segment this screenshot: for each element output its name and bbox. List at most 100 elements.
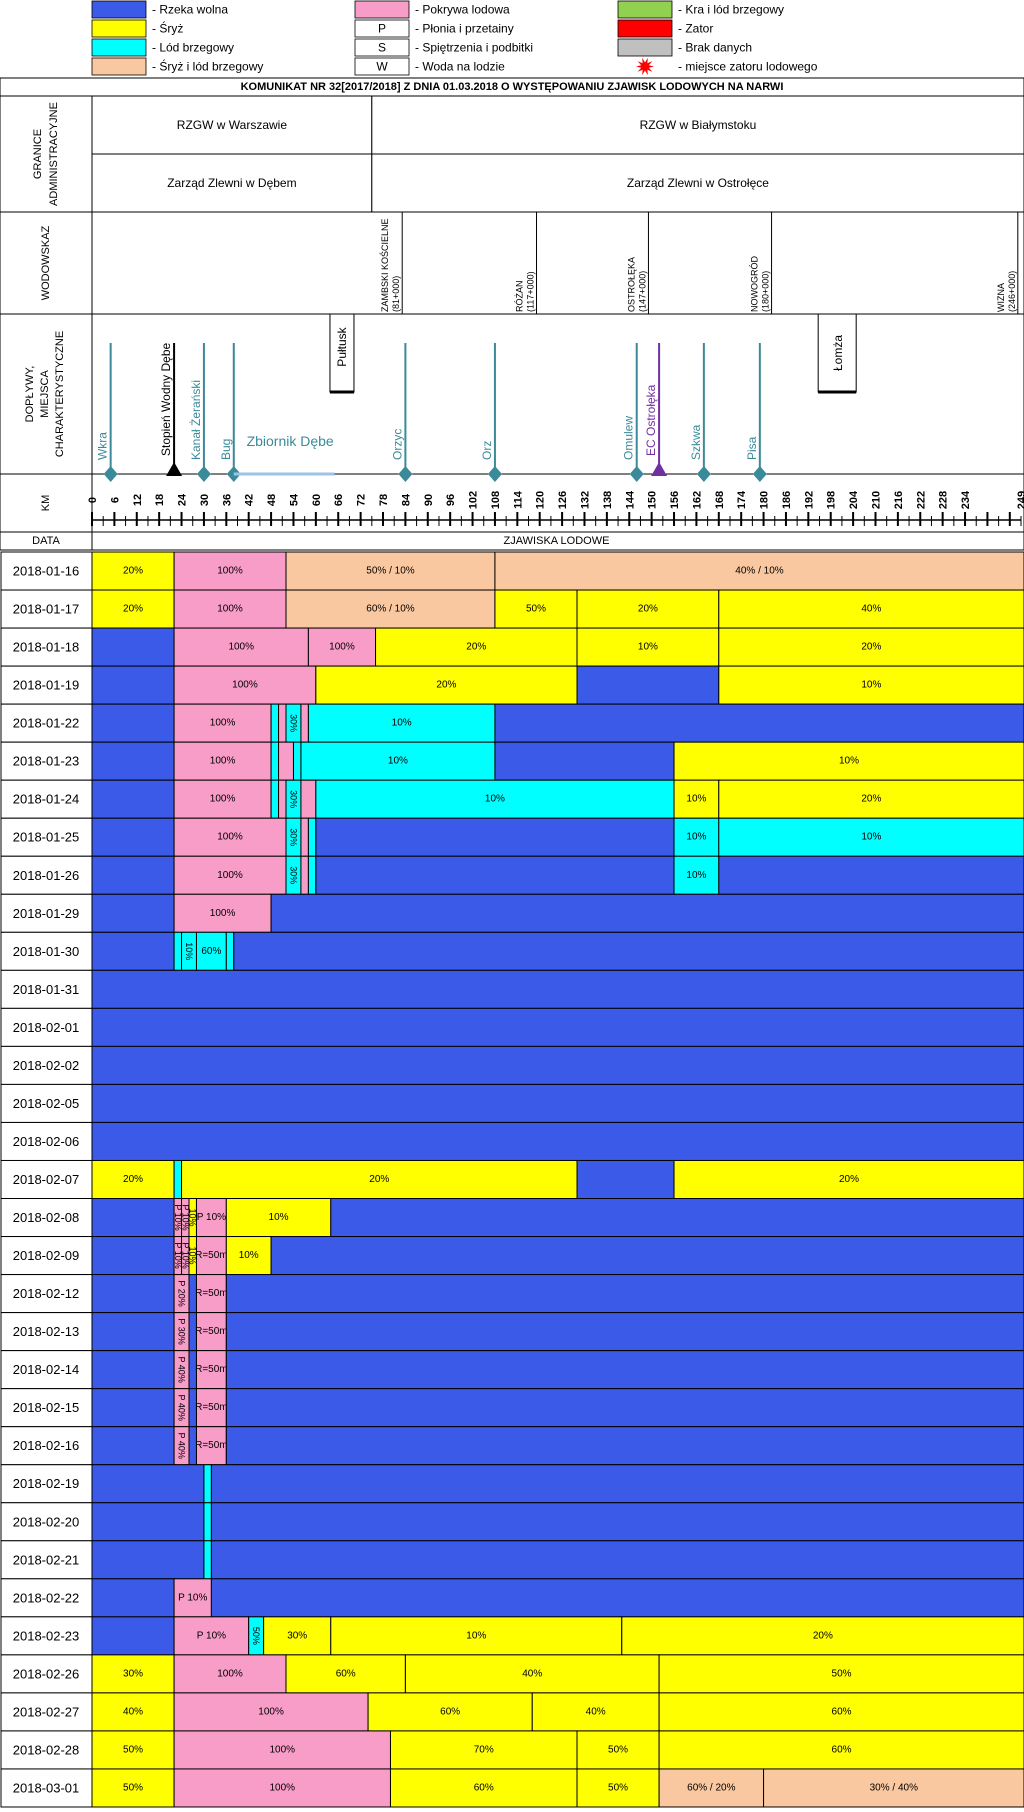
segment-label: R=50m xyxy=(195,1288,228,1299)
segment-label: 20% xyxy=(861,642,881,653)
segment-sryz_lod xyxy=(285,589,496,629)
segment-label: 60% xyxy=(832,1706,852,1717)
place-box xyxy=(817,313,857,393)
segment-label: 40% xyxy=(522,1668,542,1679)
segment-lod xyxy=(315,779,675,819)
segment-label: P 10% xyxy=(180,1204,190,1230)
segment-label: 30% / 40% xyxy=(870,1782,918,1793)
segment-sryz xyxy=(225,1236,272,1276)
km-tick-label: 18 xyxy=(154,494,166,506)
legend-code: S xyxy=(378,41,386,55)
row-date: 2018-02-06 xyxy=(13,1134,80,1149)
tributary-diamond-icon xyxy=(487,466,502,482)
km-tick-label: 180 xyxy=(759,491,771,509)
legend-swatch xyxy=(617,19,673,38)
legend-swatch xyxy=(91,0,147,19)
date-cell xyxy=(0,779,93,819)
segment-pokrywa xyxy=(173,1578,212,1618)
segment-sryz xyxy=(718,589,1024,629)
segment-sryz xyxy=(367,1692,533,1732)
segment-label: 60% xyxy=(201,946,221,957)
km-tick-label: 198 xyxy=(826,491,838,509)
admin-cell xyxy=(91,153,373,213)
segment-label: 30% xyxy=(288,790,298,808)
segment-lod xyxy=(307,817,317,857)
legend-swatch xyxy=(91,57,147,76)
tributary-name: Orzyc xyxy=(390,429,404,460)
segment-sryz xyxy=(621,1616,1024,1656)
km-tick-label: 126 xyxy=(557,491,569,509)
segment-label: 50% xyxy=(832,1668,852,1679)
segment-label: 60% xyxy=(336,1668,356,1679)
segment-wolna xyxy=(210,1540,1024,1580)
segment-wolna xyxy=(91,1426,175,1466)
segment-lod xyxy=(203,1464,212,1504)
segment-label: 10% xyxy=(686,870,706,881)
gauge-name: NOWOGRÓD xyxy=(750,256,760,312)
admin-cell xyxy=(91,95,373,155)
section-label-admin: GRANICE xyxy=(32,129,44,179)
segment-wolna xyxy=(225,1426,1024,1466)
segment-lod xyxy=(270,703,280,743)
segment-wolna xyxy=(91,1045,1024,1085)
admin-label: RZGW w Warszawie xyxy=(177,118,288,132)
gauge-km: (180+000) xyxy=(761,271,771,312)
segment-label: 20% xyxy=(369,1174,389,1185)
km-tick-label: 96 xyxy=(445,494,457,506)
segment-label: 100% xyxy=(210,718,236,729)
segment-label: 100% xyxy=(232,680,258,691)
segment-label: 10% xyxy=(388,756,408,767)
segment-pokrywa xyxy=(195,1198,227,1238)
segment-label: P 40% xyxy=(177,1394,187,1420)
segment-pokrywa xyxy=(278,779,287,819)
segment-label: 60% / 10% xyxy=(366,604,414,615)
km-tick-label: 114 xyxy=(512,490,524,509)
segment-pokrywa xyxy=(278,703,287,743)
legend-swatch xyxy=(91,19,147,38)
segment-label: 10% xyxy=(839,756,859,767)
row-date: 2018-01-23 xyxy=(13,754,80,769)
section-label-cell xyxy=(0,473,93,533)
row-date: 2018-01-18 xyxy=(13,640,80,655)
date-cell xyxy=(0,1426,93,1466)
legend-label: - Lód brzegowy xyxy=(152,41,234,55)
segment-wolna xyxy=(330,1198,1024,1238)
segment-sryz xyxy=(576,1730,660,1770)
segment-pokrywa xyxy=(300,817,309,857)
date-cell xyxy=(0,703,93,743)
segment-wolna xyxy=(91,1236,175,1276)
reservoir-name: Zbiornik Dębe xyxy=(247,433,334,449)
section-label-tributaries: DOPŁYWY, xyxy=(24,366,36,423)
segment-label: 50% / 10% xyxy=(366,566,414,577)
segment-sryz xyxy=(673,1159,1024,1200)
segment-wolna xyxy=(270,893,1024,933)
date-cell xyxy=(0,817,93,857)
section-label-tributaries: MIEJSCA xyxy=(39,370,51,418)
phenomena-header-label: ZJAWISKA LODOWE xyxy=(504,535,610,547)
legend-label: - Płonia i przetainy xyxy=(415,22,514,36)
place-name: Stopień Wodny Dębe xyxy=(159,342,173,456)
admin-cell xyxy=(371,95,1024,155)
row-date: 2018-01-24 xyxy=(13,792,80,807)
segment-label: R=50m xyxy=(195,1250,228,1261)
legend-code: W xyxy=(376,60,388,74)
km-tick-label: 78 xyxy=(378,494,390,506)
km-tick-label: 36 xyxy=(221,494,233,506)
row-date: 2018-01-31 xyxy=(13,982,80,997)
gauge-km: (81+000) xyxy=(391,276,401,312)
row-date: 2018-01-19 xyxy=(13,678,80,693)
date-cell xyxy=(0,627,93,667)
segment-label: P 10% xyxy=(173,1242,183,1268)
segment-wolna xyxy=(225,1350,1024,1390)
segment-label: 10% xyxy=(188,1247,198,1265)
legend-code: P xyxy=(378,22,386,36)
km-tick-label: 0 xyxy=(87,497,99,503)
date-cell xyxy=(0,969,93,1009)
legend-swatch xyxy=(354,0,410,19)
segment-sryz xyxy=(225,1198,332,1238)
segment-label: 50% xyxy=(526,604,546,615)
date-cell xyxy=(0,1236,93,1276)
row-date: 2018-02-23 xyxy=(13,1628,80,1643)
segment-label: 20% xyxy=(466,642,486,653)
gauge-name: OSTROŁĘKA xyxy=(626,257,636,312)
